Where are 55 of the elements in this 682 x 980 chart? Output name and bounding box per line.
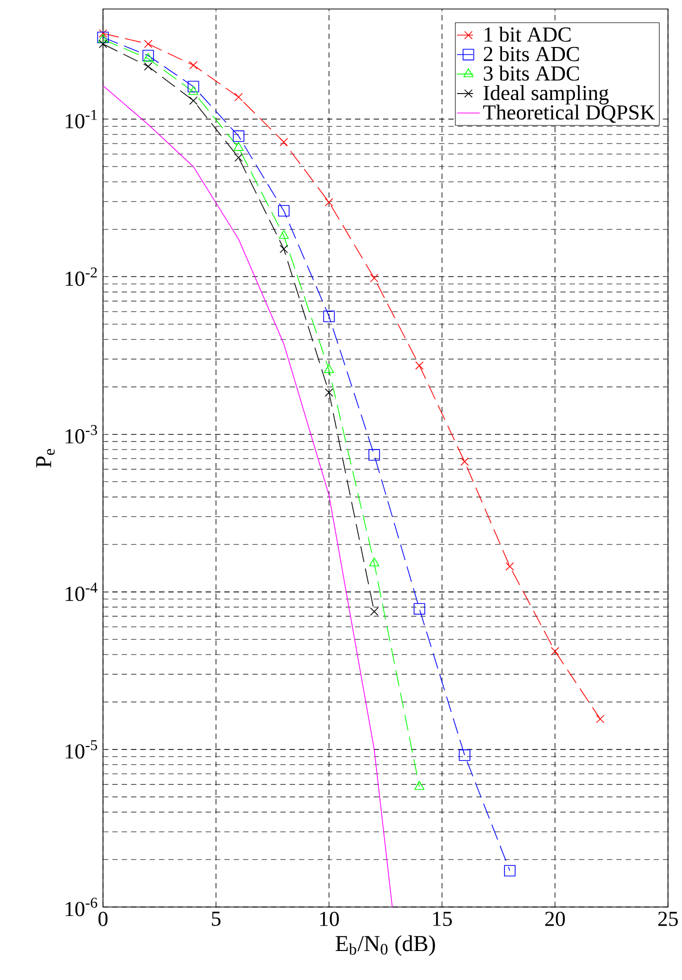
line-series: [103, 85, 393, 908]
point: [232, 130, 244, 142]
point: [506, 562, 514, 571]
point: [280, 138, 288, 146]
point: [504, 864, 516, 876]
legend-label: Theoretical DQPSK: [483, 104, 656, 123]
legend-label: 3 bits ADC: [484, 66, 579, 81]
point: [460, 458, 469, 466]
point: [234, 142, 244, 151]
point: [144, 62, 152, 71]
y-tick-label: 10$^{-1}$: [66, 110, 97, 128]
point: [98, 29, 108, 38]
y-tick-label: 10$^{-6}$: [66, 898, 98, 916]
legend-label: Ideal sampling: [484, 85, 609, 105]
x-axis-title: E$_{b}$/N$_{0}$ (dB): [336, 935, 435, 956]
point: [188, 80, 200, 92]
point: [323, 310, 335, 322]
point: [550, 647, 560, 656]
point: [188, 86, 198, 95]
point: [143, 52, 154, 62]
point: [278, 205, 290, 217]
point: [98, 40, 108, 48]
point: [368, 449, 380, 461]
point: [596, 714, 604, 724]
point: [234, 153, 243, 162]
point: [278, 230, 289, 239]
point: [324, 364, 334, 374]
point: [324, 388, 334, 397]
point: [189, 96, 198, 105]
point: [369, 557, 380, 566]
point: [144, 40, 152, 48]
x-tick-label: 15: [433, 912, 452, 926]
legend-label: 2 bits ADC: [484, 46, 579, 62]
x-tick-label: 0: [98, 912, 108, 926]
point: [414, 603, 426, 615]
y-tick-label: 10$^{-4}$: [66, 582, 98, 602]
y-axis-title: P$_{e}$: [36, 449, 55, 468]
point: [458, 749, 470, 761]
x-tick-label: 5: [212, 912, 220, 926]
point: [415, 361, 424, 370]
point: [370, 607, 378, 616]
point: [234, 92, 243, 102]
point: [280, 244, 288, 254]
x-tick-label: 25: [658, 912, 678, 926]
x-tick-label: 20: [545, 912, 565, 926]
point: [324, 198, 334, 206]
legend-label: 1 bit ADC: [484, 26, 571, 42]
point: [370, 274, 378, 282]
point: [189, 61, 198, 70]
y-tick-label: 10$^{-2}$: [66, 267, 97, 286]
point: [414, 780, 424, 790]
y-tick-label: 10$^{-3}$: [66, 425, 98, 444]
point: [142, 50, 154, 62]
x-tick-label: 10: [320, 912, 339, 926]
y-tick-label: 10$^{-5}$: [66, 740, 98, 759]
